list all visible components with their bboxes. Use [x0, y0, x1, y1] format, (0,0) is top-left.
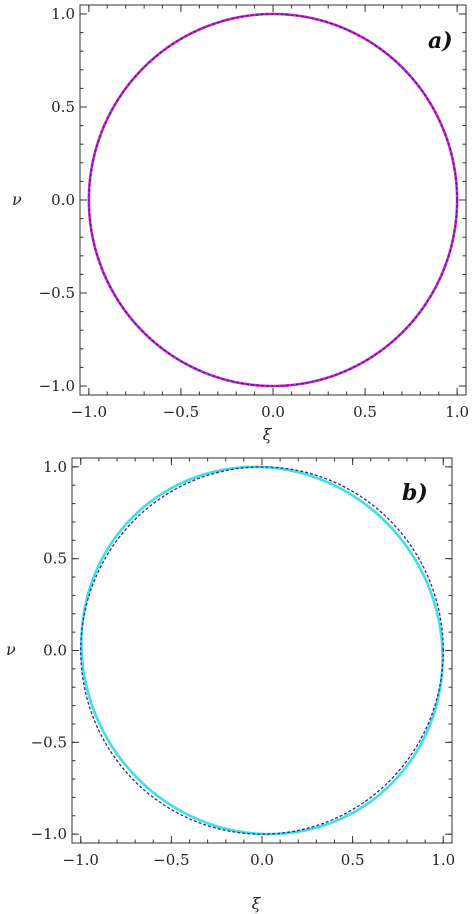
x-tick-label: −0.5: [163, 403, 199, 421]
x-tick-label: 0.5: [353, 403, 377, 421]
x-axis-label: ξ: [263, 425, 273, 444]
y-tick-label: 0.5: [43, 550, 67, 568]
y-tick-label: 0.0: [51, 191, 75, 209]
plot-frame: [71, 457, 453, 844]
x-tick-label: 0.0: [250, 851, 274, 869]
series-dashed-curve: [80, 466, 444, 835]
x-tick-label: −0.5: [153, 851, 189, 869]
y-tick-label: 0.0: [43, 642, 67, 660]
y-tick-label: 0.5: [51, 98, 75, 116]
series-solid-curve: [80, 465, 444, 836]
y-tick-label: −1.0: [31, 825, 67, 843]
panel-b: −1.0 −0.5 0.0 0.5 1.0 1.0 0.5 0.0 −0.5 −1.0 ξ ν b): [6, 457, 455, 913]
y-tick-label: −0.5: [31, 733, 67, 751]
x-axis-label: ξ: [252, 894, 262, 913]
series-dashed-curve: [88, 13, 458, 387]
panel-label: b): [402, 480, 428, 506]
y-tick-label: 1.0: [43, 458, 67, 476]
x-tick-label: 0.5: [341, 851, 365, 869]
panel-a: −1.0 −0.5 0.0 0.5 1.0 1.0 0.5 0.0 −0.5 −1.0 ξ ν a): [12, 4, 469, 444]
x-tick-label: 1.0: [445, 403, 469, 421]
plot-frame: [79, 4, 467, 396]
y-axis-label: ν: [12, 190, 22, 209]
x-tick-label: −1.0: [63, 851, 99, 869]
x-tick-label: −1.0: [71, 403, 107, 421]
x-tick-label: 0.0: [261, 403, 285, 421]
y-tick-label: −0.5: [39, 284, 75, 302]
panel-label: a): [428, 28, 453, 54]
y-tick-label: −1.0: [39, 377, 75, 395]
y-tick-label: 1.0: [51, 5, 75, 23]
y-axis-label: ν: [6, 640, 16, 659]
series-solid-curve: [87, 12, 459, 388]
x-tick-label: 1.0: [431, 851, 455, 869]
